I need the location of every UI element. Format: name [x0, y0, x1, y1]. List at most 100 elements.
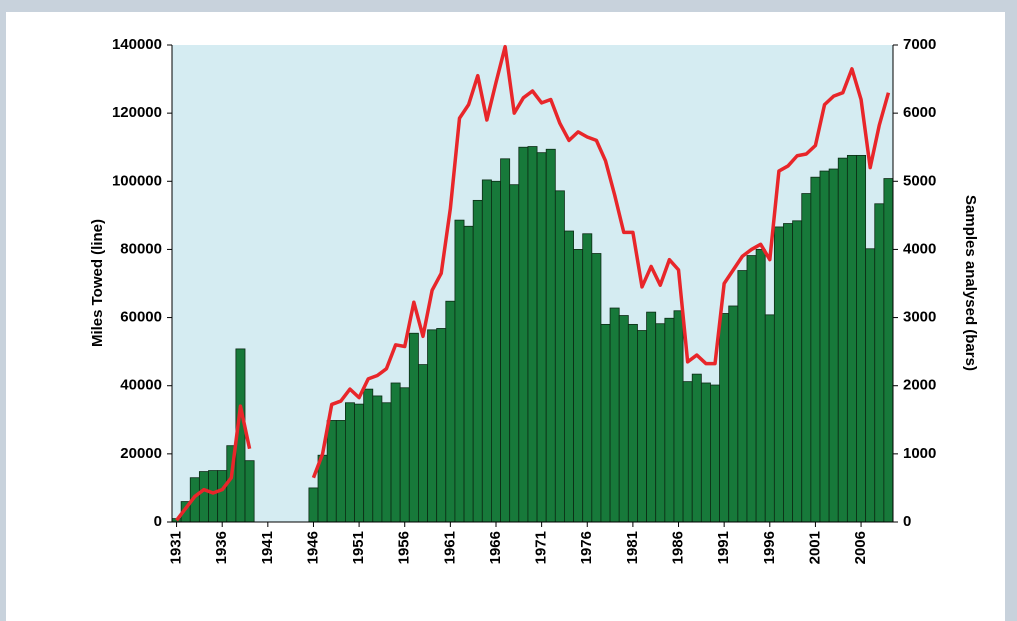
y2-tick-label: 4000 — [903, 240, 936, 257]
y2-tick-label: 0 — [903, 513, 911, 530]
x-tick-label: 1996 — [761, 531, 778, 564]
bar — [418, 364, 428, 523]
x-tick-label: 1951 — [350, 531, 367, 564]
y-tick-label: 20000 — [120, 445, 162, 462]
y-tick-label: 100000 — [112, 172, 162, 189]
y-tick-label: 60000 — [120, 309, 162, 326]
x-tick-label: 1961 — [441, 531, 458, 564]
y-tick-label: 80000 — [120, 240, 162, 257]
y2-tick-label: 3000 — [903, 309, 936, 326]
y-tick-label: 140000 — [112, 36, 162, 53]
bar — [390, 382, 401, 523]
y2-axis-title: Samples analysed (bars) — [962, 195, 979, 371]
x-tick-label: 1941 — [259, 531, 276, 564]
bar — [710, 384, 720, 523]
bar — [198, 471, 209, 523]
x-tick-label: 1946 — [304, 531, 321, 564]
bar — [792, 220, 803, 523]
bar — [618, 315, 629, 523]
bar — [509, 184, 520, 523]
bar — [828, 168, 839, 523]
bar — [582, 233, 593, 523]
bar — [609, 307, 620, 523]
x-tick-label: 1936 — [213, 531, 230, 564]
y2-tick-label: 6000 — [903, 104, 936, 121]
bar — [719, 313, 730, 523]
bar — [408, 332, 419, 523]
bar — [600, 323, 611, 523]
bar — [536, 152, 547, 523]
bar — [244, 460, 255, 523]
bar — [491, 180, 501, 523]
bar — [746, 255, 757, 523]
bar — [217, 470, 228, 523]
bar — [554, 190, 565, 523]
bar — [527, 146, 538, 523]
y-tick-label: 120000 — [112, 104, 162, 121]
y2-tick-label: 5000 — [903, 172, 936, 189]
x-tick-label: 2001 — [806, 531, 823, 564]
bar — [208, 470, 219, 523]
x-tick-label: 1981 — [624, 531, 641, 564]
bar — [655, 323, 666, 523]
bar — [700, 382, 711, 523]
y-tick-label: 40000 — [120, 377, 162, 394]
bar — [345, 402, 355, 523]
bar — [783, 223, 794, 523]
x-tick-label: 1971 — [533, 531, 550, 564]
bar — [591, 253, 602, 523]
x-tick-label: 1966 — [487, 531, 504, 564]
y-axis-title: Miles Towed (line) — [89, 219, 106, 347]
y2-tick-label: 2000 — [903, 377, 936, 394]
bar — [308, 487, 319, 523]
bar — [363, 388, 374, 523]
bar — [637, 330, 647, 523]
bar — [436, 328, 447, 523]
x-tick-label: 1991 — [715, 531, 732, 564]
bar — [883, 178, 894, 523]
bar — [673, 310, 684, 523]
bar — [856, 154, 867, 523]
bar — [564, 230, 574, 523]
bar — [682, 381, 693, 523]
bar — [399, 387, 410, 523]
bar — [518, 146, 529, 523]
line — [175, 44, 891, 522]
bar — [573, 249, 584, 523]
x-tick-label: 1956 — [396, 531, 413, 564]
bar — [764, 314, 775, 523]
bar — [454, 219, 465, 523]
bar — [865, 248, 876, 523]
bar — [801, 193, 812, 523]
bar — [445, 300, 456, 523]
bar — [335, 420, 346, 523]
bar — [326, 420, 337, 523]
bar — [728, 305, 739, 523]
bar — [664, 317, 675, 523]
bar — [463, 225, 474, 523]
bar — [737, 270, 748, 523]
bar — [545, 148, 556, 523]
y2-tick-label: 1000 — [903, 445, 936, 462]
bar — [481, 179, 492, 523]
bar — [427, 329, 438, 523]
bar — [773, 226, 784, 523]
bar — [381, 402, 392, 523]
bar — [874, 203, 885, 523]
bar — [627, 323, 638, 523]
bar — [837, 157, 848, 523]
bar — [819, 170, 830, 523]
bar — [500, 158, 511, 523]
x-tick-label: 1976 — [578, 531, 595, 564]
y-tick-label: 0 — [154, 513, 162, 530]
bar — [372, 395, 383, 523]
y2-tick-label: 7000 — [903, 36, 936, 53]
bar — [810, 176, 821, 523]
bar — [755, 249, 766, 523]
bar — [691, 373, 702, 523]
bar — [846, 154, 857, 523]
x-tick-label: 2006 — [852, 531, 869, 564]
bar — [354, 403, 365, 523]
